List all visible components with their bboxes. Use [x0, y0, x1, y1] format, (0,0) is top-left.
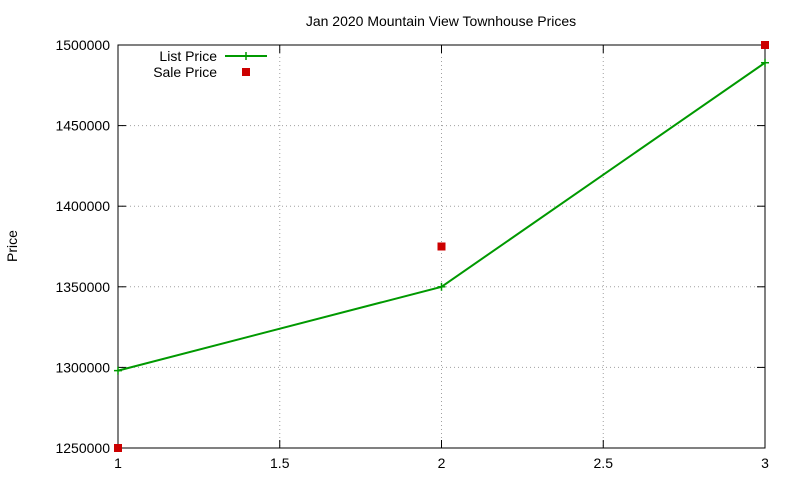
legend-marker	[242, 68, 250, 76]
x-tick-label: 1.5	[270, 455, 290, 471]
y-axis-label: Price	[4, 230, 20, 262]
legend-label: List Price	[159, 48, 217, 64]
x-tick-label: 3	[761, 455, 769, 471]
series-line	[117, 61, 766, 372]
data-point	[437, 242, 446, 251]
y-tick-label: 1350000	[55, 279, 110, 295]
point-marker	[242, 52, 250, 60]
y-tick-label: 1250000	[55, 440, 110, 456]
data-point	[114, 444, 122, 452]
y-tick-label: 1300000	[55, 359, 110, 375]
x-tick-label: 1	[114, 455, 122, 471]
data-point	[761, 41, 769, 49]
plot-frame	[117, 44, 766, 449]
point-marker	[114, 366, 122, 375]
x-tick-label: 2	[438, 455, 446, 471]
axis-ticks: 1250000 1300000 1350000 1400000 1450000 15000…	[55, 37, 769, 471]
x-tick-label: 2.5	[594, 455, 614, 471]
series-list-price	[114, 58, 769, 375]
y-tick-label: 1450000	[55, 118, 110, 134]
y-tick-label: 1400000	[55, 198, 110, 214]
point-marker	[761, 58, 769, 67]
series-layer	[114, 41, 769, 452]
point-marker	[437, 282, 446, 291]
legend-label: Sale Price	[153, 64, 217, 80]
y-tick-label: 1500000	[55, 37, 110, 53]
series-sale-price	[114, 41, 769, 452]
chart-title: Jan 2020 Mountain View Townhouse Prices	[306, 13, 576, 29]
